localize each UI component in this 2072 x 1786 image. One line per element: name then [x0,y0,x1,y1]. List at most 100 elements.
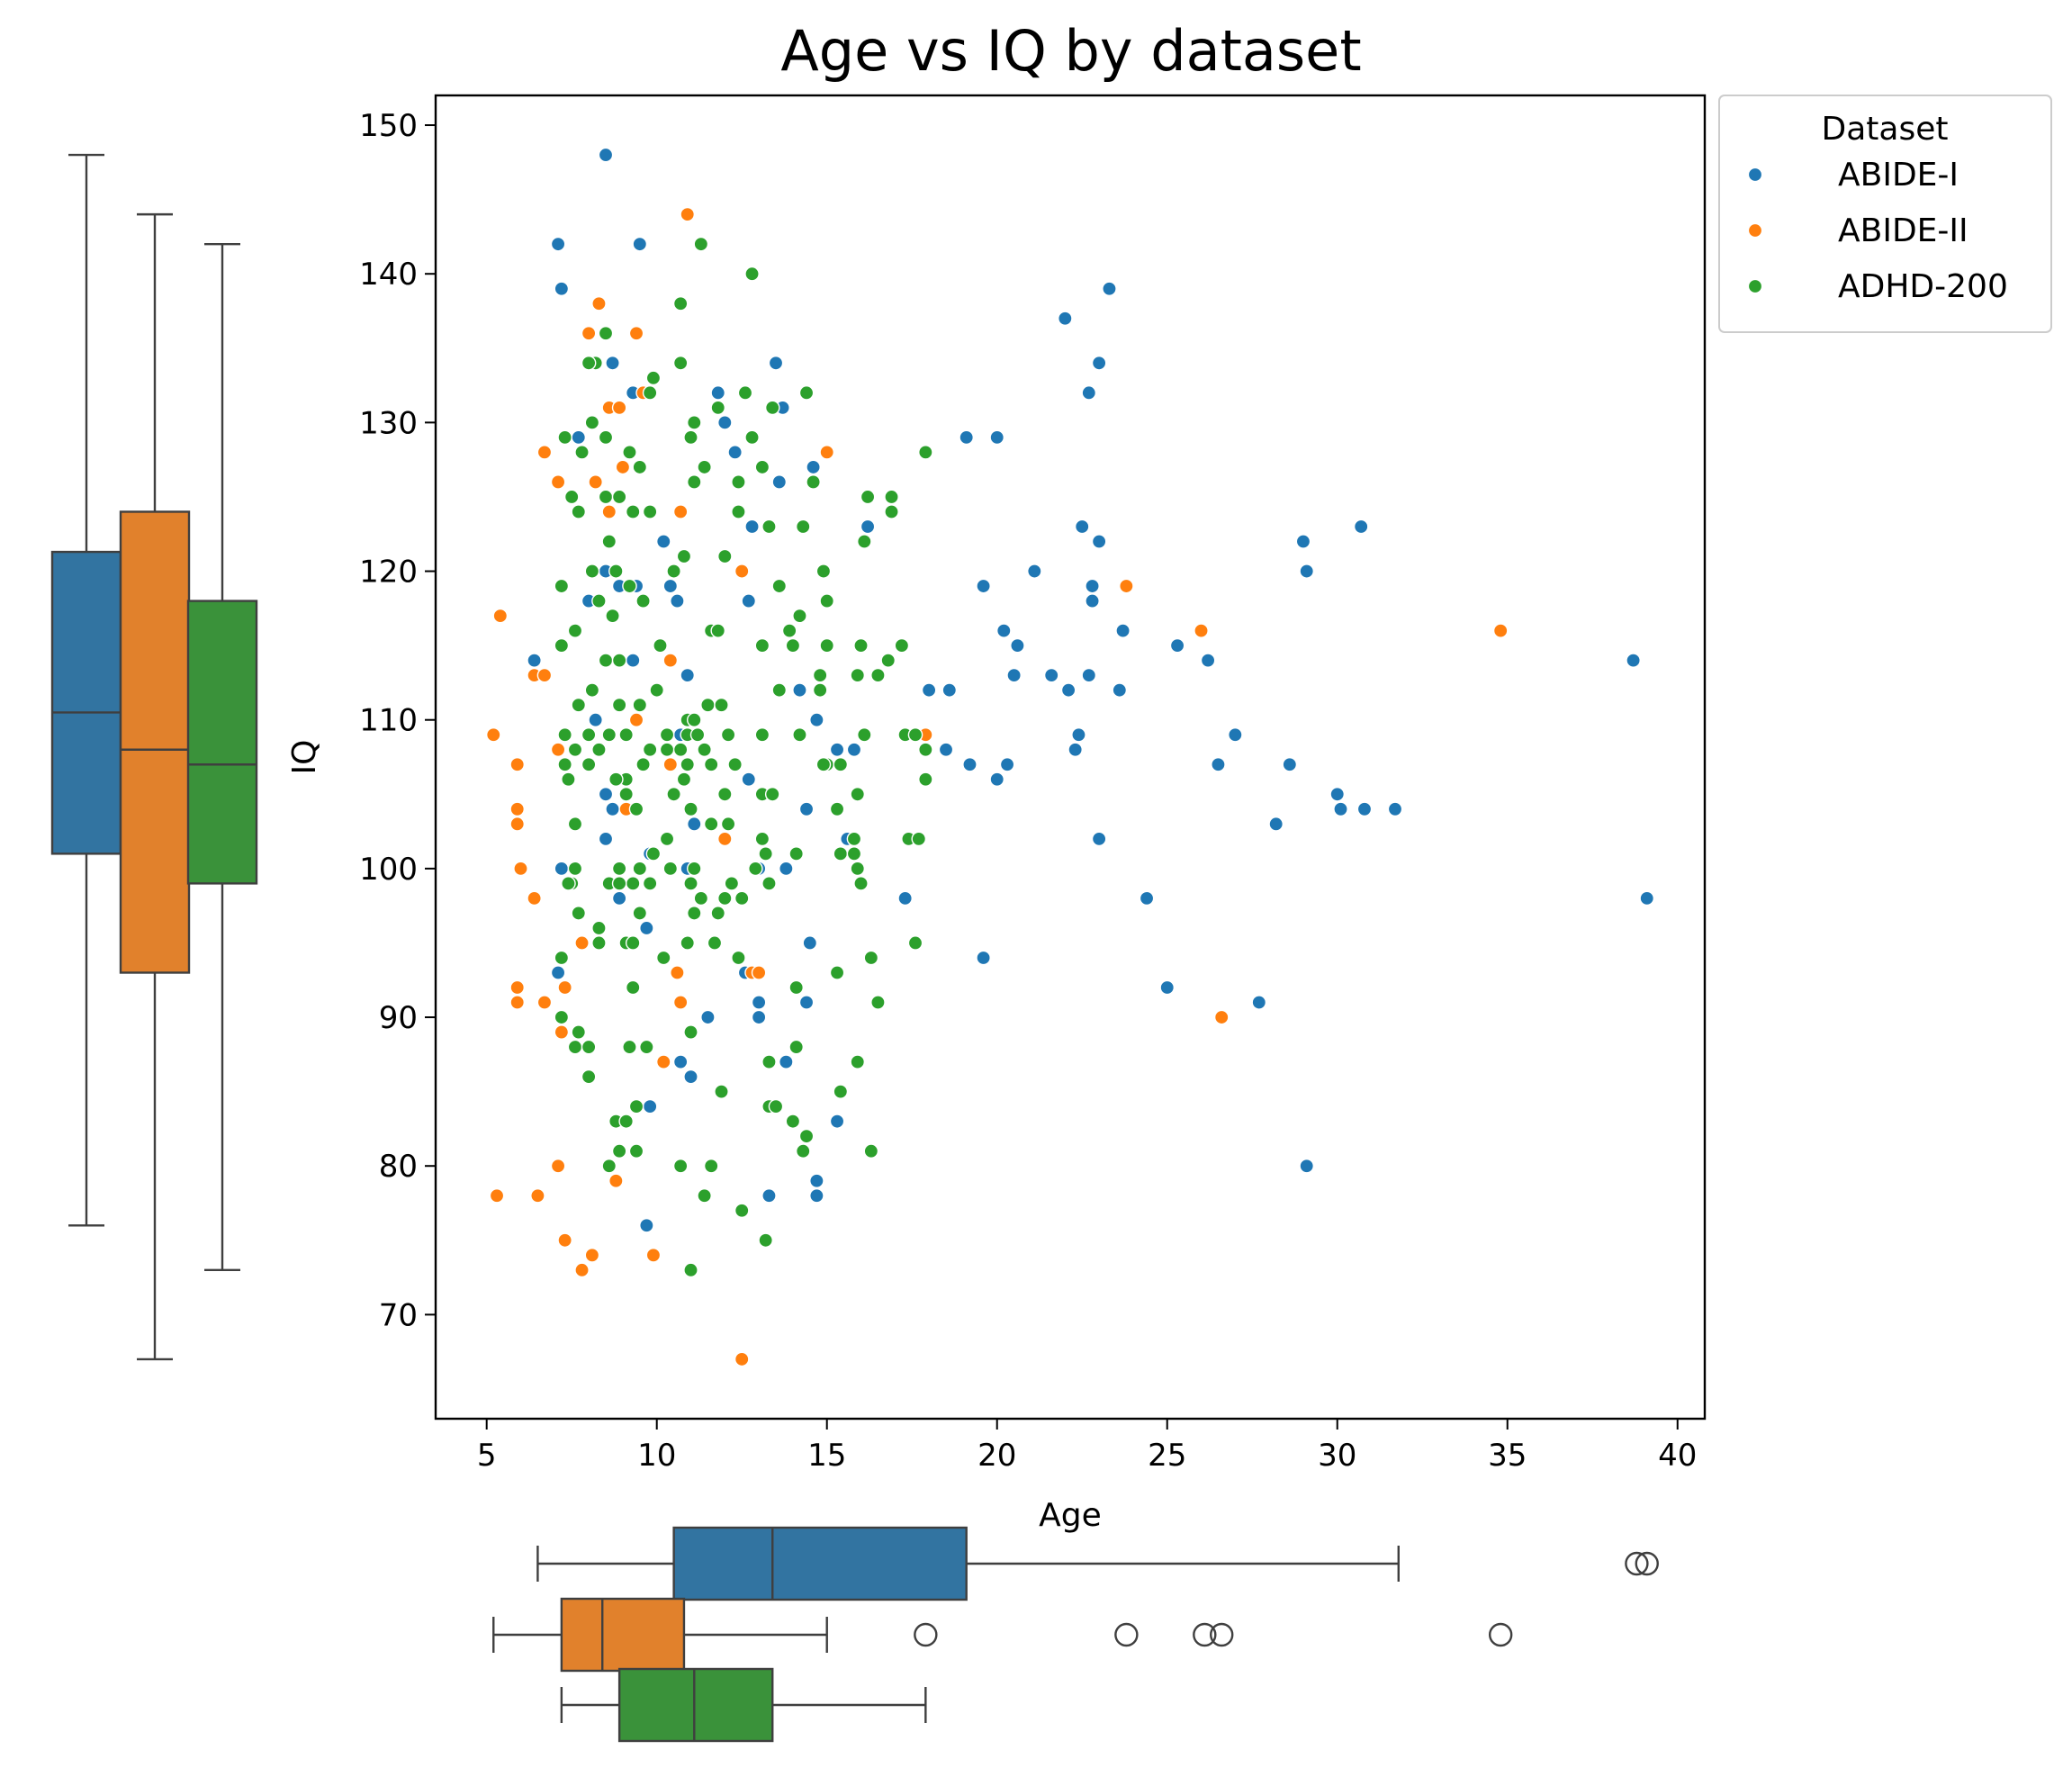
scatter-point [720,816,736,832]
scatter-point [611,400,627,416]
scatter-point [870,667,886,683]
scatter-point [662,861,679,877]
scatter-point [601,1158,617,1174]
scatter-point [598,147,614,163]
x-tick-label: 30 [1318,1438,1356,1474]
scatter-point [758,1232,773,1249]
plot-frame [434,94,1707,1421]
scatter-point [833,1084,849,1099]
scatter-point [611,653,627,668]
scatter-point [1295,534,1311,549]
scatter-point [659,726,675,743]
scatter-point [761,876,777,891]
y-box [186,600,258,885]
scatter-point [703,756,719,772]
y-box [50,550,122,855]
scatter-point [829,742,845,758]
scatter-point [645,1248,662,1263]
y-tick-label: 150 [359,108,418,144]
y-tick-label: 100 [359,852,418,888]
scatter-point [642,742,658,758]
scatter-point [601,726,617,743]
scatter-point [884,504,899,519]
scatter-point [584,564,600,579]
x-axis: 5 10 15 20 25 30 35 40 [477,1419,1697,1474]
scatter-point [976,578,991,594]
scatter-point [1085,578,1100,594]
scatter-point [802,935,818,951]
scatter-point [1194,623,1209,638]
scatter-point [622,578,637,594]
scatter-point [693,890,709,907]
scatter-point [618,726,634,743]
scatter-point [754,726,770,743]
x-tick-label: 10 [637,1438,676,1474]
scatter-point [921,682,937,698]
scatter-point [625,876,641,891]
scatter-point [622,1039,637,1055]
scatter-point [639,920,654,936]
scatter-point [689,726,706,743]
scatter-point [829,965,845,980]
scatter-point [567,816,583,832]
scatter-point [584,415,600,430]
scatter-point [744,429,760,446]
scatter-point [850,786,866,802]
scatter-point [574,1262,590,1278]
scatter-point [625,504,641,519]
scatter-point [1139,890,1155,907]
scatter-point [618,786,634,802]
scatter-point [509,756,526,772]
scatter-point [563,489,580,505]
scatter-point [550,1158,566,1174]
scatter-point [751,965,767,980]
scatter-point [584,1248,600,1263]
scatter-point [581,726,597,743]
scatter-point [941,682,958,698]
chart-title: Age vs IQ by dataset [780,18,1361,84]
scatter-point [995,623,1012,638]
scatter-point [860,489,876,505]
scatter-point [754,831,770,847]
scatter-point [509,816,526,832]
scatter-point [850,667,866,683]
scatter-point [833,756,849,772]
scatter-point [754,459,770,475]
scatter-point [785,637,801,654]
scatter-point [601,504,617,519]
scatter-point [683,429,698,446]
scatter-point [574,445,590,460]
scatter-point [571,429,587,446]
scatter-point [608,564,624,579]
scatter-point [639,1217,654,1233]
scatter-point [571,697,587,713]
scatter-point [857,534,872,549]
scatter-point [598,489,614,505]
scatter-point [788,846,804,861]
scatter-point [754,637,770,654]
scatter-point [567,1039,583,1055]
scatter-point [870,995,886,1010]
scatter-point [1299,564,1315,579]
x-tick-label: 25 [1148,1438,1186,1474]
scatter-point [591,920,607,936]
scatter-point [798,801,815,817]
scatter-point [571,906,587,921]
scatter-point [748,861,763,877]
scatter-point [727,445,743,460]
scatter-point [833,846,849,861]
scatter-point [683,876,698,891]
scatter-point [1115,623,1131,638]
scatter-point [798,995,815,1010]
scatter-point [536,667,553,683]
y-tick-label: 90 [379,1000,418,1036]
scatter-point [1299,1158,1315,1174]
scatter-point [659,831,675,847]
scatter-point [509,979,526,996]
scatter-point [611,861,627,877]
scatter-point [720,726,736,743]
scatter-point [554,281,570,297]
scatter-point [1353,519,1369,535]
scatter-point [625,979,641,996]
scatter-point [686,474,702,490]
